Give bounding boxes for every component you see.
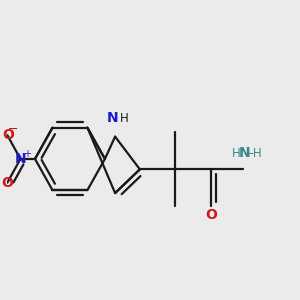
Text: N: N — [239, 146, 250, 160]
Text: N: N — [107, 111, 118, 125]
Text: −: − — [7, 123, 18, 136]
Text: +: + — [23, 148, 31, 159]
Text: O: O — [3, 128, 14, 142]
Text: N: N — [15, 152, 27, 166]
Text: H: H — [119, 112, 128, 125]
Text: O: O — [2, 176, 13, 190]
Text: H: H — [232, 147, 240, 160]
Text: –H: –H — [248, 147, 262, 160]
Text: O: O — [205, 208, 217, 222]
